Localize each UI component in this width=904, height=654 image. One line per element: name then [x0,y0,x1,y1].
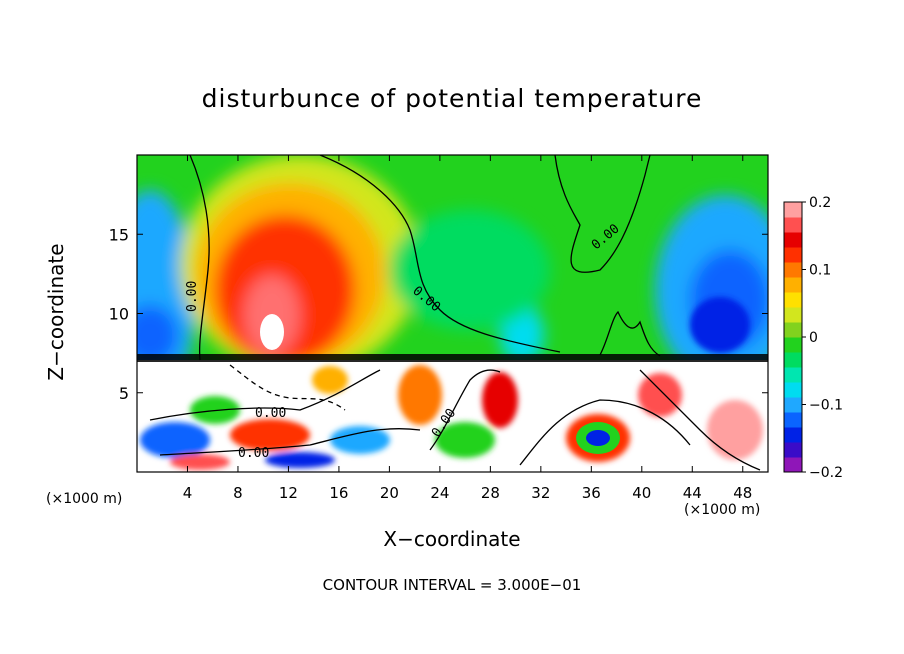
contour-line-bump [599,310,661,357]
x-axis: 4 8 12 16 20 24 28 32 36 40 44 48 [183,155,752,502]
x-tick-label: 44 [683,484,702,502]
colorbar-tick-label: 0.2 [809,195,831,211]
colorbar-swatch [784,262,802,278]
colorbar-tick-label: 0 [809,330,818,346]
colorbar-swatch [784,457,802,473]
colorbar-tick-label: −0.1 [809,398,843,414]
colorbar-tick-label: 0.1 [809,263,831,279]
colorbar-swatch [784,397,802,413]
heatmap-plot: 0.00 0.00 0.00 0.00 0.00 0.00 [137,155,768,472]
contour-line-dashed [229,364,346,411]
x-tick-label: 16 [329,484,348,502]
colorbar-swatch [784,352,802,368]
colorbar-swatch [784,427,802,443]
heatmap-turb-10 [638,373,682,417]
x-units-label-right: (×1000 m) [684,502,761,518]
heatmap-cold-left-core [137,305,178,365]
y-tick-label: 15 [109,225,129,244]
heatmap-right-core [690,297,750,353]
x-tick-label: 4 [183,484,193,502]
contour-line-mid [319,155,561,353]
colorbar-swatch [784,337,802,353]
contour-label: 0.00 [185,281,200,312]
x-axis-label: X−coordinate [383,527,521,551]
heatmap-interface-band [137,354,768,362]
colorbar-swatch [784,442,802,458]
contour-line-lower-5 [639,369,761,471]
colorbar-swatch [784,202,802,218]
colorbar-swatch [784,307,802,323]
contour-line-lower-2 [159,428,421,456]
contour-line-right [554,155,651,273]
colorbar-swatch [784,367,802,383]
heatmap-turb-11 [707,400,763,460]
colorbar-swatch [784,232,802,248]
colorbar-swatch [784,382,802,398]
x-tick-label: 40 [632,484,651,502]
contour-line-left [189,155,210,361]
colorbar: 0.2 0.1 0 −0.1 −0.2 [783,195,843,481]
heatmap-turb-7 [435,422,495,458]
x-tick-label: 48 [733,484,752,502]
heatmap-hot-spot [260,314,284,350]
colorbar-swatch [784,247,802,263]
x-tick-label: 20 [380,484,399,502]
heatmap-turb-5 [330,426,390,454]
y-tick-label: 10 [109,305,129,324]
colorbar-swatch [784,292,802,308]
contour-line-lower-1 [149,369,381,421]
x-tick-label: 24 [430,484,449,502]
colorbar-swatch [784,277,802,293]
contour-line-lower-3 [429,369,501,451]
colorbar-swatch [784,412,802,428]
chart-title: disturbunce of potential temperature [201,84,703,113]
colorbar-swatch [784,217,802,233]
x-tick-label: 12 [279,484,298,502]
contour-label: 0.00 [255,406,286,421]
contour-line-lower-4 [519,399,691,466]
heatmap-turb-3 [230,419,310,451]
contour-label: 0.00 [238,446,269,461]
x-tick-label: 8 [233,484,243,502]
x-tick-label: 36 [582,484,601,502]
y-axis-label: Z−coordinate [44,243,68,381]
heatmap-cool-mid2 [390,210,550,330]
x-tick-label: 28 [481,484,500,502]
y-axis: 5 10 15 [109,225,768,403]
x-units-label-left: (×1000 m) [46,491,123,507]
heatmap-turb-1 [140,422,210,458]
colorbar-tick-label: −0.2 [809,465,843,481]
heatmap-vortex-core [586,430,610,446]
heatmap-turb-6 [398,365,442,425]
x-tick-label: 32 [531,484,550,502]
colorbar-swatch [784,322,802,338]
heatmap-turb-12 [170,454,230,470]
contour-interval-note: CONTOUR INTERVAL = 3.000E−01 [322,576,582,594]
heatmap-turb-8 [482,372,518,428]
heatmap-turb-13 [265,452,335,468]
y-tick-label: 5 [119,384,129,403]
heatmap-turb-4 [312,366,348,394]
